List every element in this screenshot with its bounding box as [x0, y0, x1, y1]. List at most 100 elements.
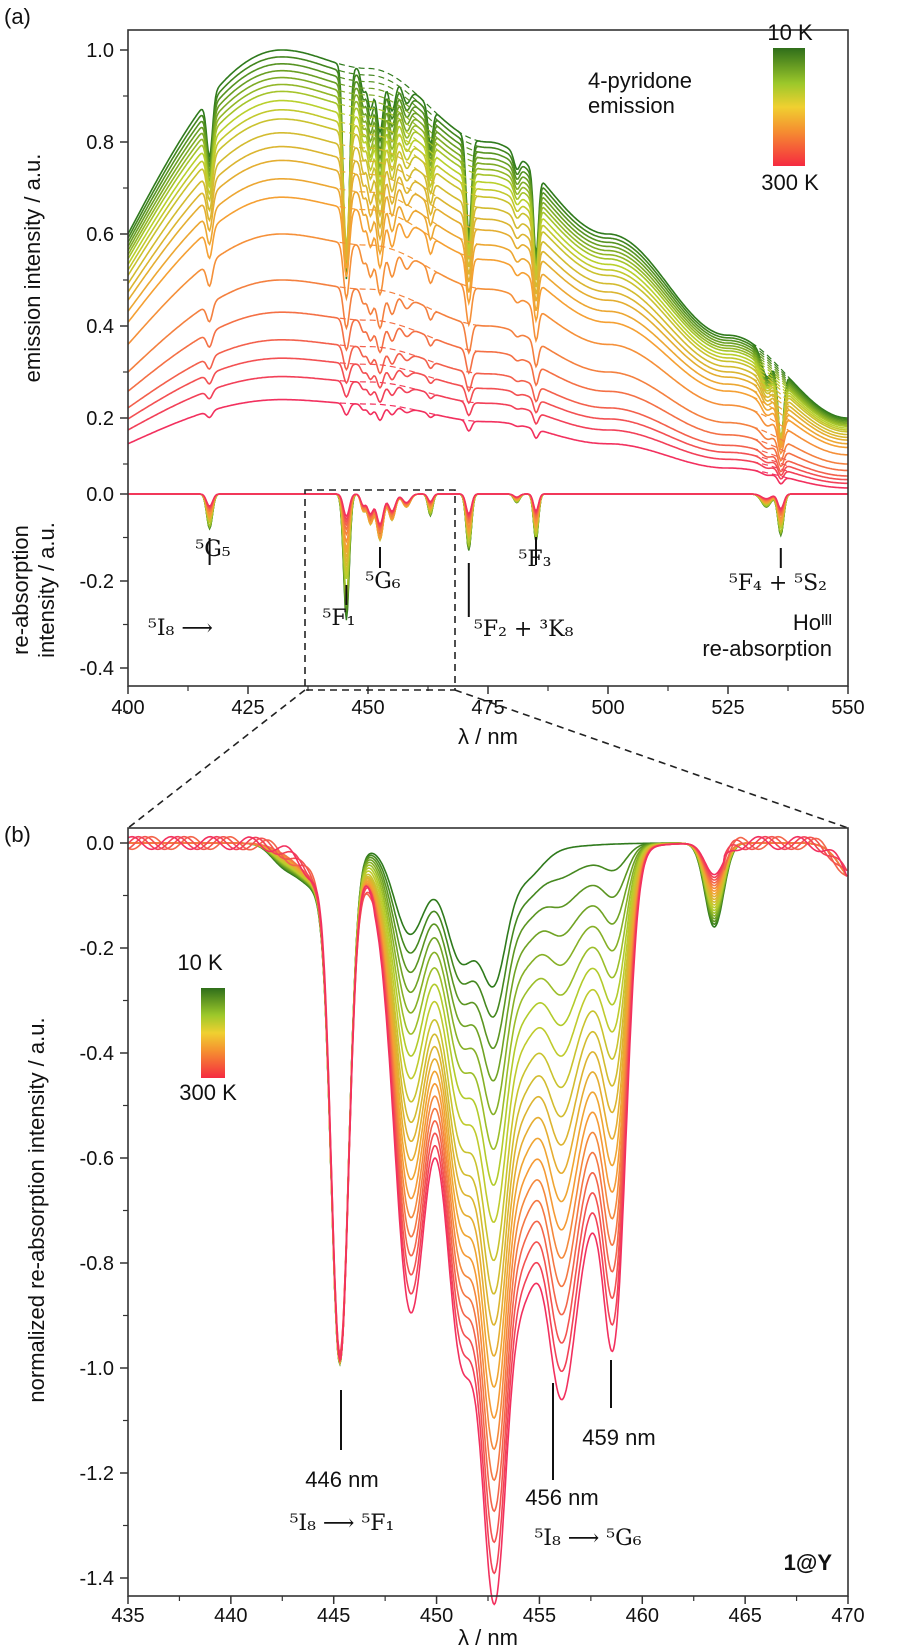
reabsorption-curve — [128, 493, 848, 580]
peak-label-446: 446 nm — [305, 1467, 378, 1492]
y-axis-label-emission: emission intensity / a.u. — [20, 154, 45, 383]
emission-curve — [127, 132, 849, 443]
band-label: ⁵F₄ + ⁵S₂ — [729, 571, 827, 596]
y-axis-label-b: normalized re-absorption intensity / a.u… — [24, 1017, 49, 1402]
y-axis-label-reabs-2: intensity / a.u. — [34, 522, 59, 658]
reabsorption-curve — [128, 493, 848, 558]
peak-label-459: 459 nm — [582, 1425, 655, 1450]
axis-ticks-a: 400 425 450 475 500 525 550 1.0 0.8 0.6 0.4 0.2 0.0 -… — [80, 40, 865, 719]
reabsorption-curves — [128, 493, 848, 621]
colorbar-a-top-label: 10 K — [767, 20, 813, 45]
y-tick-label-reabs: -0.4 — [80, 658, 114, 680]
emission-curve — [127, 49, 848, 440]
reabsorption-curve — [128, 493, 848, 616]
y-tick-label-emission: 0.8 — [86, 132, 114, 154]
emission-curve — [127, 339, 848, 477]
emission-curve — [127, 178, 849, 448]
y-tick-label-b: 0.0 — [86, 833, 114, 855]
x-tick-label-b: 465 — [728, 1605, 761, 1627]
reabsorption-curve — [128, 493, 848, 532]
reabsorption-curve — [128, 493, 848, 572]
y-tick-label-emission: 1.0 — [86, 40, 114, 62]
emission-curve — [127, 118, 848, 442]
emission-baseline-dashed — [319, 63, 801, 392]
emission-curve — [127, 109, 849, 441]
x-tick-label-b: 445 — [317, 1605, 350, 1627]
reabsorption-curve — [128, 493, 848, 529]
emission-curve — [127, 99, 848, 440]
x-tick-label-a: 400 — [111, 697, 144, 719]
y-tick-label-b: -1.2 — [80, 1463, 114, 1485]
emission-baseline-dashed — [319, 378, 801, 476]
reabsorption-curve — [128, 493, 848, 544]
emission-baseline-dashed — [319, 90, 801, 399]
emission-curve — [127, 90, 848, 442]
panel-label-b: (b) — [4, 822, 31, 847]
y-tick-label-b: -0.4 — [80, 1043, 114, 1065]
y-tick-label-reabs: 0.0 — [86, 484, 114, 506]
y-tick-label-b: -0.8 — [80, 1253, 114, 1275]
emission-curve — [127, 279, 848, 465]
colorbar-a — [773, 48, 805, 166]
colorbar-b-bottom-label: 300 K — [179, 1080, 237, 1105]
x-tick-label-b: 460 — [626, 1605, 659, 1627]
y-axis-label-reabs-1: re-absorption — [8, 525, 33, 655]
emission-curve — [127, 83, 848, 442]
transition-label-5F1: ⁵I₈ ⟶ ⁵F₁ — [290, 1511, 395, 1536]
y-tick-label-reabs: -0.2 — [80, 571, 114, 593]
reabsorption-curve — [128, 493, 848, 526]
axis-ticks-b: 435 440 445 450 455 460 465 470 0.0 -0.2 -0.4 -0.6 -… — [80, 833, 865, 1627]
reabsorption-curve — [128, 493, 848, 527]
normalized-curve — [127, 835, 848, 1575]
band-labels: ⁵G₅ ⁵F₁ ⁵G₆ ⁵F₂ + ³K₈ ⁵F₃ ⁵F₄ + ⁵S₂ — [195, 537, 827, 642]
emission-curve — [127, 63, 849, 441]
band-label: ⁵F₂ + ³K₈ — [474, 617, 574, 642]
emission-curve — [127, 375, 848, 485]
peak-label-456: 456 nm — [525, 1485, 598, 1510]
emission-curve — [127, 69, 848, 441]
colorbar-a-bottom-label: 300 K — [761, 170, 819, 195]
normalized-curve — [128, 842, 848, 1389]
reabsorption-curve — [128, 493, 848, 621]
normalized-curve — [127, 835, 848, 1513]
x-tick-label-a: 450 — [351, 697, 384, 719]
y-tick-label-emission: 0.2 — [86, 408, 114, 430]
y-tick-label-b: -1.0 — [80, 1358, 114, 1380]
emission-curve — [127, 159, 848, 446]
annotation-emission-2: emission — [588, 93, 675, 118]
x-tick-label-b: 450 — [420, 1605, 453, 1627]
reabsorption-curve — [128, 493, 848, 551]
annotation-emission-1: 4-pyridone — [588, 68, 692, 93]
colorbar-b — [201, 988, 225, 1078]
y-tick-label-b: -0.6 — [80, 1148, 114, 1170]
band-label: ⁵G₆ — [365, 569, 400, 594]
x-tick-label-b: 435 — [111, 1605, 144, 1627]
panel-label-a: (a) — [4, 4, 31, 29]
zoom-region-box — [127, 489, 849, 829]
origin-label: ⁵I₈ ⟶ — [148, 616, 213, 641]
y-tick-label-emission: 0.6 — [86, 224, 114, 246]
emission-curve — [127, 233, 848, 456]
x-tick-label-b: 470 — [831, 1605, 864, 1627]
x-tick-label-a: 475 — [471, 697, 504, 719]
emission-curve — [127, 145, 848, 444]
peak-markers — [340, 1360, 612, 1480]
x-tick-label-a: 550 — [831, 697, 864, 719]
reabsorption-curve — [128, 493, 848, 562]
emission-curve — [127, 196, 848, 450]
y-tick-label-emission: 0.4 — [86, 316, 114, 338]
annotation-ho-2: re-absorption — [702, 636, 832, 661]
x-axis-label-b: λ / nm — [458, 1625, 518, 1648]
reabsorption-curve — [128, 493, 848, 537]
colorbar-b-top-label: 10 K — [177, 950, 223, 975]
emission-curve — [127, 357, 848, 481]
normalized-curve — [127, 835, 848, 1606]
reabsorption-curve — [128, 493, 848, 530]
x-tick-label-a: 500 — [591, 697, 624, 719]
emission-curves — [127, 49, 849, 489]
band-label: ⁵F₃ — [519, 547, 552, 572]
band-label: ⁵F₁ — [323, 606, 356, 631]
annotation-ho-1: Hoᴵᴵᴵ — [793, 610, 832, 635]
normalized-reabsorption-curves — [127, 835, 848, 1606]
emission-curve — [127, 311, 848, 472]
